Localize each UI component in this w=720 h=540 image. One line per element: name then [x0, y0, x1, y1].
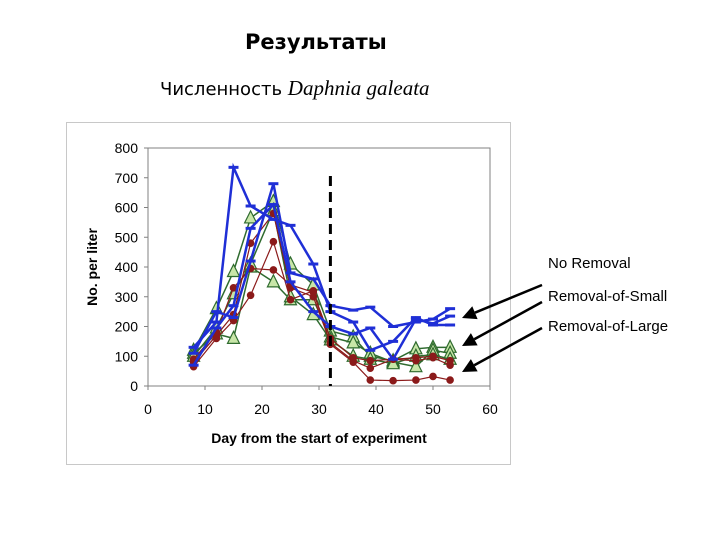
data-point	[346, 334, 361, 349]
y-tick-label: 400	[115, 259, 139, 275]
data-point	[446, 356, 454, 365]
y-tick-label: 700	[115, 170, 139, 186]
legend-label-removal-of-small: Removal-of-Small	[548, 288, 668, 305]
data-point	[226, 263, 241, 278]
data-point	[429, 352, 437, 361]
data-point	[412, 376, 420, 384]
slide-subtitle: Численность Daphnia galeata	[160, 76, 430, 101]
data-point	[408, 358, 423, 373]
y-tick-label: 200	[115, 319, 139, 335]
legend-arrow	[462, 283, 543, 320]
data-point	[246, 291, 255, 300]
data-point	[446, 376, 454, 384]
data-point	[412, 353, 420, 362]
series-line	[193, 267, 451, 362]
data-point	[243, 209, 258, 224]
legend-arrow	[462, 300, 543, 346]
data-point	[269, 237, 278, 246]
legend-arrows	[462, 283, 543, 372]
y-tick-label: 0	[130, 378, 138, 394]
y-tick-label: 800	[115, 140, 139, 156]
x-tick-label: 30	[311, 401, 327, 417]
x-tick-label: 50	[425, 401, 441, 417]
series-no-removal-3	[188, 201, 456, 367]
data-point	[389, 376, 397, 385]
subtitle-species: Daphnia galeata	[287, 76, 430, 100]
x-tick-label: 0	[144, 401, 152, 417]
data-point	[366, 376, 375, 384]
data-point	[226, 330, 241, 344]
x-axis-label: Day from the start of experiment	[211, 430, 427, 446]
x-axis-ticks: 0 10 20 30 40 50 60	[144, 386, 498, 417]
y-tick-label: 500	[115, 229, 139, 245]
data-point	[269, 266, 278, 274]
data-point	[366, 356, 375, 365]
data-point	[366, 364, 375, 372]
series-layer	[186, 162, 458, 385]
data-point	[349, 353, 358, 362]
y-tick-label: 600	[115, 200, 139, 216]
y-axis-label: No. per liter	[84, 228, 100, 306]
series-line	[192, 201, 451, 366]
y-tick-label: 300	[115, 289, 139, 305]
data-point	[266, 273, 281, 288]
legend-arrow	[462, 326, 543, 372]
x-tick-label: 60	[482, 401, 498, 417]
legend-label-removal-of-large: Removal-of-Large	[548, 318, 669, 335]
x-tick-label: 40	[368, 401, 384, 417]
subtitle-prefix: Численность	[160, 79, 283, 100]
data-point	[286, 295, 295, 304]
x-tick-label: 20	[254, 401, 270, 417]
y-tick-label: 100	[115, 348, 139, 364]
y-axis-ticks: 0 100 200 300 400 500 600 700 800	[115, 140, 148, 394]
legend-label-no-removal: No Removal	[548, 255, 631, 272]
x-tick-label: 10	[197, 401, 213, 417]
data-point	[309, 288, 318, 297]
slide-title: Результаты	[245, 30, 387, 54]
series-no-removal-2	[188, 182, 456, 355]
data-point	[429, 372, 437, 381]
